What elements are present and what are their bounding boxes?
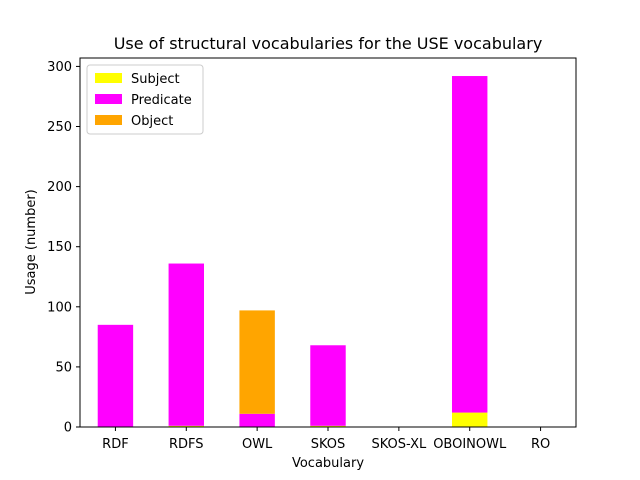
y-axis-label: Usage (number)	[24, 189, 39, 295]
x-tick-label-ro: RO	[531, 437, 550, 452]
y-tick-label: 200	[47, 180, 72, 195]
legend: Subject Predicate Object	[86, 64, 204, 135]
y-axis-ticks: 0 50 100 150 200 250 300	[47, 60, 80, 436]
bar-subject-rdfs	[168, 425, 204, 427]
bar-subject-oboinowl	[452, 412, 488, 427]
legend-swatch-predicate	[95, 94, 122, 104]
y-tick-label: 50	[55, 360, 72, 375]
y-tick-label: 150	[47, 240, 72, 255]
x-tick-label-rdf: RDF	[102, 437, 129, 452]
legend-label-object: Object	[131, 114, 173, 129]
bars-group	[97, 76, 488, 427]
legend-label-subject: Subject	[131, 72, 180, 87]
x-axis-label: Vocabulary	[292, 456, 364, 471]
bar-predicate-rdf	[97, 324, 134, 427]
bar-predicate-skos	[310, 345, 346, 426]
plot-area-frame	[79, 57, 577, 428]
x-tick-label-owl: OWL	[242, 437, 273, 452]
legend-swatch-object	[95, 115, 122, 125]
y-tick-label: 250	[47, 120, 72, 135]
bar-predicate-rdfs	[168, 263, 204, 426]
legend-label-predicate: Predicate	[131, 93, 192, 108]
y-tick-label: 0	[64, 421, 72, 436]
y-tick-label: 300	[47, 60, 72, 75]
bar-predicate-owl	[239, 413, 275, 427]
legend-swatch-subject	[95, 73, 122, 83]
x-tick-label-oboinowl: OBOINOWL	[433, 437, 507, 452]
bar-object-owl	[239, 310, 275, 414]
bar-predicate-oboinowl	[452, 76, 488, 413]
x-axis-ticks: RDF RDFS OWL SKOS SKOS-XL OBOINOWL RO	[102, 427, 550, 452]
bar-subject-skos	[310, 425, 346, 427]
x-tick-label-skos: SKOS	[311, 437, 346, 452]
chart-title: Use of structural vocabularies for the U…	[114, 34, 543, 53]
y-tick-label: 100	[47, 300, 72, 315]
x-tick-label-rdfs: RDFS	[169, 437, 204, 452]
x-tick-label-skos-xl: SKOS-XL	[371, 437, 426, 452]
